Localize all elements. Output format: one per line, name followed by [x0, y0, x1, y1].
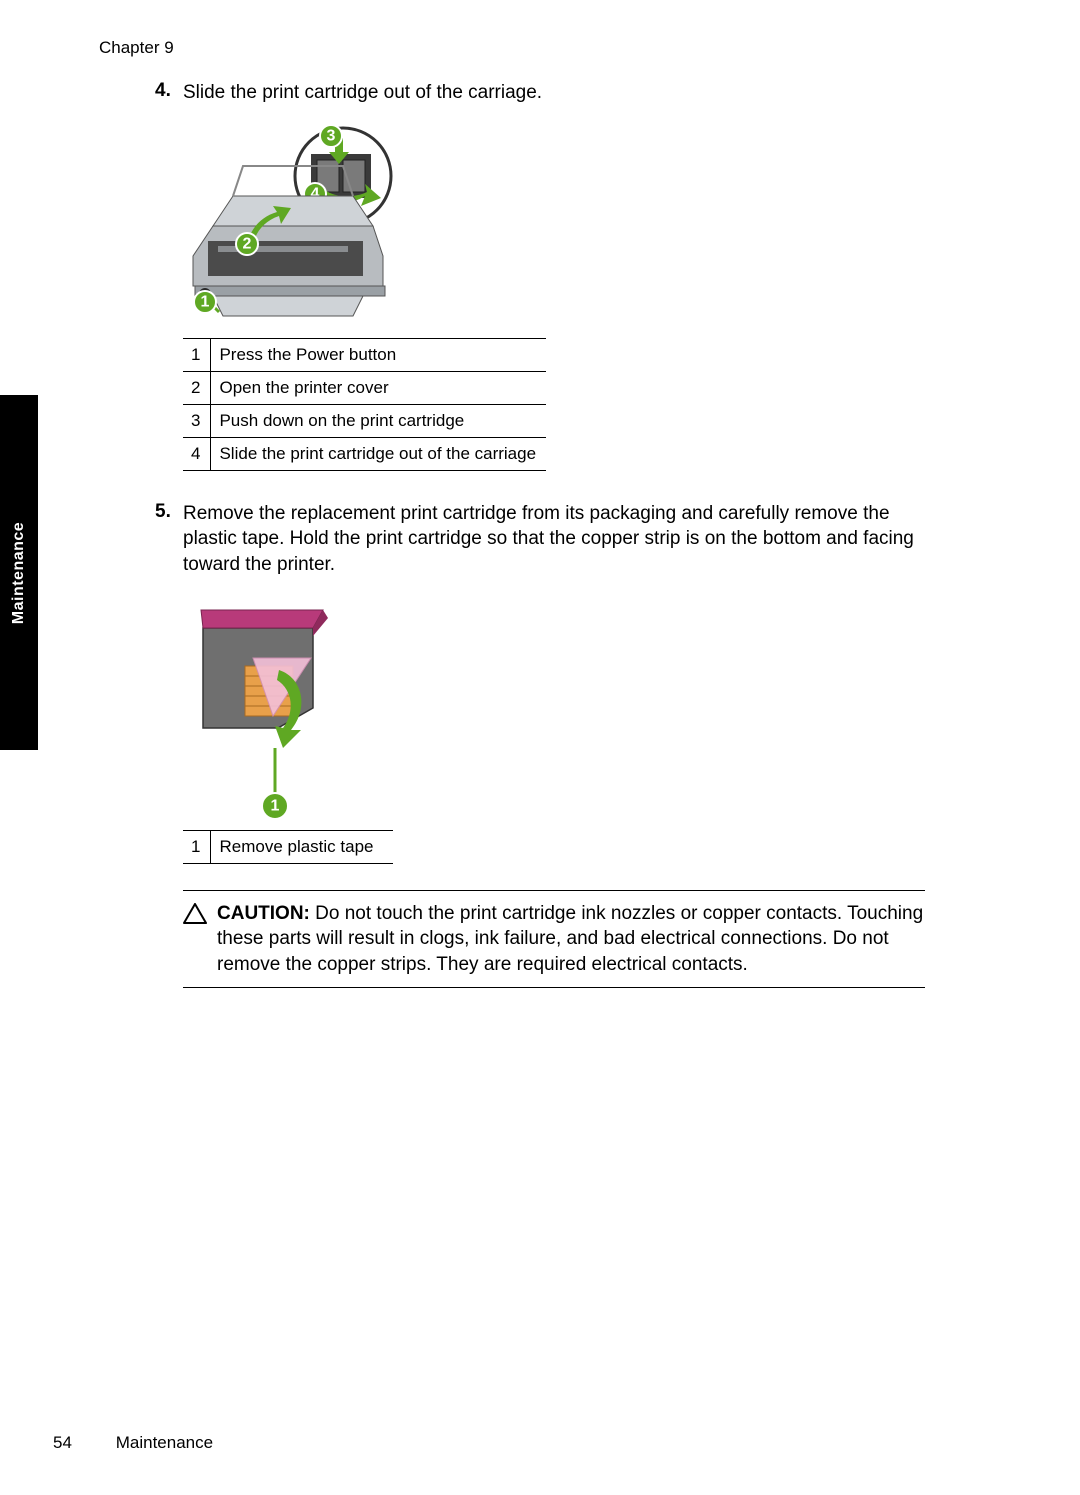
step-4-number: 4.: [155, 80, 183, 106]
callout-text: Remove plastic tape: [211, 830, 393, 863]
figure-cartridge-wrap: 1 1 Remove plastic tape: [183, 598, 925, 864]
figure-cartridge: 1: [183, 598, 333, 818]
running-head: Chapter 9: [99, 38, 174, 58]
table-row: 2 Open the printer cover: [183, 371, 546, 404]
callout-num: 1: [183, 830, 211, 863]
caution-label: CAUTION:: [217, 903, 310, 924]
main-content: 4. Slide the print cartridge out of the …: [155, 80, 925, 988]
step-4: 4. Slide the print cartridge out of the …: [155, 80, 925, 106]
section-name: Maintenance: [116, 1433, 213, 1452]
callout-num: 1: [183, 338, 211, 371]
caution-text-wrap: CAUTION: Do not touch the print cartridg…: [217, 901, 925, 978]
svg-text:3: 3: [327, 127, 336, 144]
table-row: 4 Slide the print cartridge out of the c…: [183, 437, 546, 470]
callout-num: 2: [183, 371, 211, 404]
svg-text:1: 1: [201, 293, 210, 310]
step-4-text: Slide the print cartridge out of the car…: [183, 80, 542, 106]
caution-body: Do not touch the print cartridge ink noz…: [217, 903, 923, 975]
figure-printer-wrap: 3 4: [183, 126, 925, 471]
figure-printer: 3 4: [183, 126, 403, 326]
table-row: 1 Press the Power button: [183, 338, 546, 371]
table-row: 3 Push down on the print cartridge: [183, 404, 546, 437]
callout-table-b: 1 Remove plastic tape: [183, 830, 393, 864]
page-number: 54: [53, 1433, 111, 1453]
callout-num: 4: [183, 437, 211, 470]
caution-icon: [183, 903, 207, 930]
callout-num: 3: [183, 404, 211, 437]
side-tab: Maintenance: [0, 395, 38, 750]
callout-text: Open the printer cover: [211, 371, 546, 404]
step-5: 5. Remove the replacement print cartridg…: [155, 501, 925, 578]
callout-text: Press the Power button: [211, 338, 546, 371]
callout-text: Push down on the print cartridge: [211, 404, 546, 437]
callout-text: Slide the print cartridge out of the car…: [211, 437, 546, 470]
step-5-number: 5.: [155, 501, 183, 578]
printer-illustration: 3 4: [183, 126, 403, 326]
footer: 54 Maintenance: [53, 1433, 213, 1453]
svg-text:1: 1: [271, 797, 280, 814]
table-row: 1 Remove plastic tape: [183, 830, 393, 863]
step-5-text: Remove the replacement print cartridge f…: [183, 501, 925, 578]
cartridge-illustration: 1: [183, 598, 353, 828]
caution-block: CAUTION: Do not touch the print cartridg…: [183, 890, 925, 989]
callout-table-a: 1 Press the Power button 2 Open the prin…: [183, 338, 546, 471]
side-tab-label: Maintenance: [10, 521, 28, 623]
svg-text:2: 2: [243, 235, 252, 252]
